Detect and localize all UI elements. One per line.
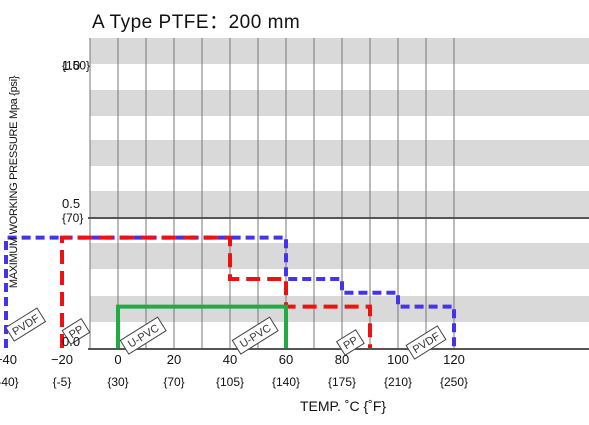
x-tick-label: −20	[51, 352, 73, 367]
y-axis-label: MAXIMUM WORKING PRESSURE Mpa {psi}	[8, 75, 20, 289]
series-lines	[4, 235, 456, 348]
annotation-tag: PP	[61, 318, 91, 345]
x-tick-label: 60	[279, 352, 293, 367]
x-tick-label-fahrenheit: {250}	[440, 375, 468, 389]
x-tick-label: 0	[114, 352, 121, 367]
background-band	[90, 191, 589, 217]
x-tick-label: 100	[387, 352, 409, 367]
x-tick-label: 40	[223, 352, 237, 367]
annotation-box	[335, 329, 365, 356]
annotation-box	[5, 307, 47, 342]
background-band	[90, 296, 589, 322]
x-tick-label-fahrenheit: {30}	[107, 375, 128, 389]
x-tick-label: −40	[0, 352, 17, 367]
annotation-box	[119, 316, 167, 355]
series-line-u-pvc	[116, 304, 288, 348]
axis-tick-labels: −40 {-40} −20 {-5} 0 {30} 20 {70} 40 {105} 60 {140}…	[0, 58, 468, 389]
annotation-box	[61, 318, 91, 345]
chart-title: A Type PTFE：200 mm	[92, 12, 301, 33]
series-line-pvdf	[4, 235, 456, 348]
annotation-tag: PVDF	[5, 307, 47, 342]
background-band	[90, 38, 589, 64]
x-tick-label: 80	[335, 352, 349, 367]
x-tick-label-fahrenheit: {-40}	[0, 375, 19, 389]
x-tick-label-fahrenheit: {-5}	[53, 375, 72, 389]
background-band	[90, 90, 589, 116]
y-tick-label: 0.0	[62, 334, 80, 349]
grid-lines	[88, 38, 589, 350]
x-axis-label: TEMP. ˚C {˚F}	[299, 398, 387, 414]
y-tick-label: 1.0	[62, 58, 80, 73]
annotation-box	[405, 325, 447, 360]
x-tick-label: 20	[167, 352, 181, 367]
x-tick-label-fahrenheit: {70}	[163, 375, 184, 389]
annotation-box	[231, 316, 279, 355]
x-tick-label: 120	[443, 352, 465, 367]
x-tick-label-fahrenheit: {140}	[272, 375, 300, 389]
x-tick-label-fahrenheit: {105}	[216, 375, 244, 389]
x-tick-label-fahrenheit: {175}	[328, 375, 356, 389]
background-band	[90, 243, 589, 269]
y-tick-label-psi: {150}	[62, 59, 90, 73]
annotation-tag: PP	[335, 329, 365, 356]
series-line-pp	[60, 235, 372, 348]
x-tick-label-fahrenheit: {210}	[384, 375, 412, 389]
y-tick-label: 0.5	[62, 196, 80, 211]
background-band	[90, 140, 589, 166]
y-tick-label-psi: {70}	[62, 211, 83, 225]
background-bands	[90, 38, 589, 322]
